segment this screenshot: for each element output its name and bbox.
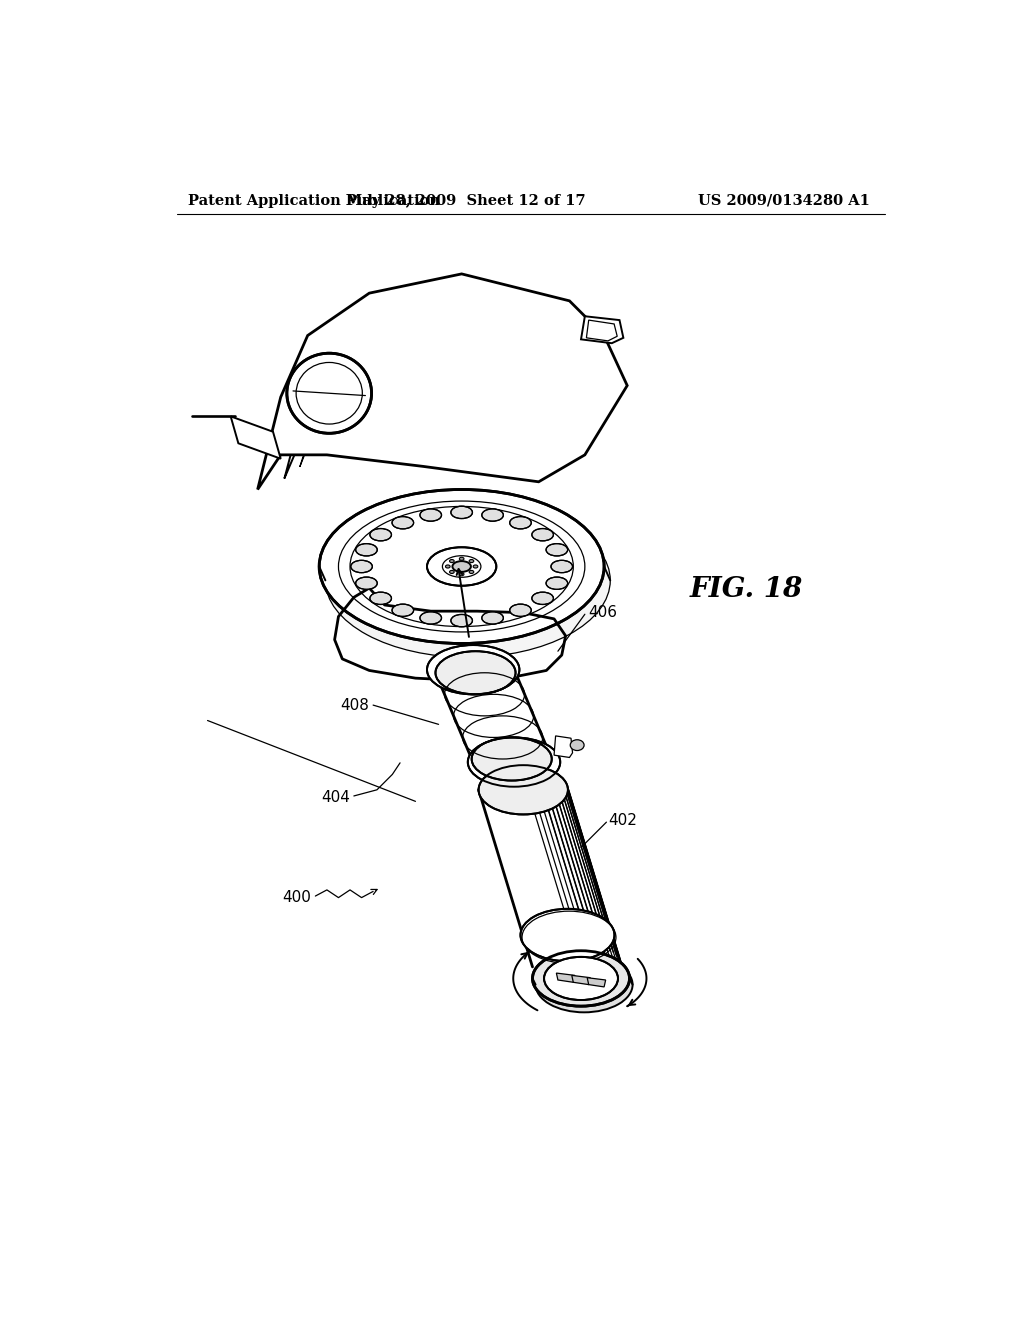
Ellipse shape <box>351 560 373 573</box>
Ellipse shape <box>531 593 553 605</box>
Text: 408: 408 <box>340 697 370 713</box>
Ellipse shape <box>544 957 617 1001</box>
Ellipse shape <box>460 557 464 560</box>
Ellipse shape <box>473 565 478 568</box>
Ellipse shape <box>546 544 567 556</box>
Ellipse shape <box>546 577 567 590</box>
Text: Patent Application Publication: Patent Application Publication <box>188 194 440 207</box>
Ellipse shape <box>482 611 504 624</box>
Ellipse shape <box>570 739 584 751</box>
Ellipse shape <box>319 490 604 644</box>
Ellipse shape <box>510 516 531 529</box>
Ellipse shape <box>450 570 455 573</box>
Ellipse shape <box>445 565 451 568</box>
Ellipse shape <box>460 573 464 576</box>
Text: 404: 404 <box>322 789 350 805</box>
Ellipse shape <box>355 544 377 556</box>
Ellipse shape <box>472 738 552 780</box>
Ellipse shape <box>420 611 441 624</box>
Polygon shape <box>587 321 617 341</box>
Text: FIG. 18: FIG. 18 <box>690 576 803 603</box>
Text: May 28, 2009  Sheet 12 of 17: May 28, 2009 Sheet 12 of 17 <box>346 194 586 207</box>
Polygon shape <box>554 737 572 758</box>
Ellipse shape <box>326 503 610 657</box>
Ellipse shape <box>468 738 560 787</box>
Text: 406: 406 <box>589 605 617 620</box>
Ellipse shape <box>287 354 372 433</box>
Ellipse shape <box>482 510 504 521</box>
Ellipse shape <box>427 548 497 586</box>
Ellipse shape <box>450 560 455 562</box>
Ellipse shape <box>392 516 414 529</box>
Ellipse shape <box>469 570 474 573</box>
Polygon shape <box>230 416 281 459</box>
Polygon shape <box>258 275 628 490</box>
Polygon shape <box>587 978 605 987</box>
Polygon shape <box>571 975 590 985</box>
Ellipse shape <box>551 560 572 573</box>
Ellipse shape <box>435 651 515 694</box>
Ellipse shape <box>451 614 472 627</box>
Ellipse shape <box>469 560 474 562</box>
Ellipse shape <box>392 605 414 616</box>
Ellipse shape <box>532 950 630 1006</box>
Ellipse shape <box>370 593 391 605</box>
Ellipse shape <box>427 645 519 694</box>
Ellipse shape <box>510 605 531 616</box>
Ellipse shape <box>520 909 614 961</box>
Text: 402: 402 <box>608 813 637 828</box>
Ellipse shape <box>451 507 472 519</box>
Text: US 2009/0134280 A1: US 2009/0134280 A1 <box>698 194 869 207</box>
Ellipse shape <box>355 577 377 590</box>
Polygon shape <box>581 317 624 343</box>
Ellipse shape <box>536 957 633 1012</box>
Text: 400: 400 <box>283 890 311 906</box>
Polygon shape <box>556 973 574 982</box>
Ellipse shape <box>420 510 441 521</box>
Ellipse shape <box>478 766 568 814</box>
Ellipse shape <box>370 528 391 541</box>
Ellipse shape <box>453 561 471 572</box>
Ellipse shape <box>531 528 553 541</box>
